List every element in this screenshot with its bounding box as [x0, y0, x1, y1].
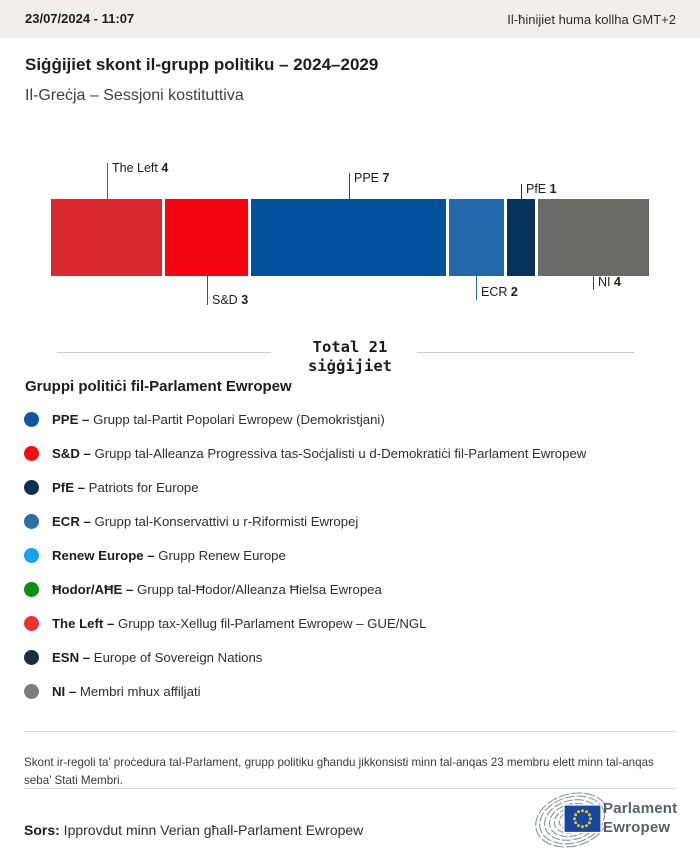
callout-tick-pfe — [521, 184, 522, 199]
legend-item-ppe: PPE – Grupp tal-Partit Popolari Ewropew … — [24, 402, 684, 436]
legend-item-esn: ESN – Europe of Sovereign Nations — [24, 640, 684, 674]
legend-dot-renew-europe — [24, 547, 39, 563]
callout-tick-ppe — [349, 173, 350, 199]
legend-dot-esn — [24, 649, 39, 665]
footnote: Skont ir-regoli ta’ proċedura tal-Parlam… — [24, 755, 654, 787]
legend-item-label: Renew Europe – Grupp Renew Europe — [52, 547, 286, 563]
legend-item-pfe: PfE – Patriots for Europe — [24, 470, 684, 504]
legend-item-label: NI – Membri mhux affiljati — [52, 683, 201, 699]
eu-flag-icon — [563, 804, 602, 834]
legend-item-renew-europe: Renew Europe – Grupp Renew Europe — [24, 538, 684, 572]
legend-item-label: S&D – Grupp tal-Alleanza Progressiva tas… — [52, 445, 587, 461]
footnote-divider-bottom — [24, 788, 676, 789]
callout-label-ni: NI 4 — [598, 275, 621, 289]
european-parliament-hemicycle-icon — [535, 792, 606, 848]
callout-tick-ni — [593, 276, 594, 290]
callout-label-s-d: S&D 3 — [212, 293, 249, 307]
legend-dot-ni — [24, 683, 39, 699]
bar-segment-s-d — [165, 199, 249, 276]
legend-item-label: ECR – Grupp tal-Konservattivi u r-Riform… — [52, 513, 359, 529]
total-seats-line1: Total 21 — [312, 338, 388, 356]
legend-list: PPE – Grupp tal-Partit Popolari Ewropew … — [24, 402, 684, 708]
legend-item-ecr: ECR – Grupp tal-Konservattivi u r-Riform… — [24, 504, 684, 538]
legend-dot-odor-a-e — [24, 581, 39, 597]
legend-item-ni: NI – Membri mhux affiljati — [24, 674, 684, 708]
legend-item-label: The Left – Grupp tax-Xellug fil-Parlamen… — [52, 615, 427, 631]
header-band: 23/07/2024 - 11:07 Il-ħinijiet huma koll… — [0, 0, 700, 38]
ep-logo-text: Parlament Ewropew — [603, 799, 677, 837]
callout-label-pfe: PfE 1 — [526, 182, 557, 196]
bar-segment-pfe — [507, 199, 535, 276]
total-divider-left — [57, 352, 271, 353]
header-date: 23/07/2024 - 11:07 — [25, 11, 135, 26]
callout-tick-ecr — [476, 276, 477, 300]
legend-dot-ppe — [24, 411, 39, 427]
page-subtitle: Il-Greċja – Sessjoni kostituttiva — [25, 87, 244, 104]
seats-stacked-bar-chart: The Left 4 S&D 3 PPE 7 ECR 2 PfE 1 NI 4 — [0, 0, 700, 330]
total-seats-label: Total 21 siġġijiet — [272, 338, 428, 376]
source-label: Sors: — [24, 822, 60, 838]
callout-tick-the-left — [107, 163, 108, 199]
bar-segment-ni — [538, 199, 649, 276]
source-line: Sors: Ipprovdut minn Verian għall-Parlam… — [24, 822, 363, 838]
legend-item-label: PPE – Grupp tal-Partit Popolari Ewropew … — [52, 411, 385, 427]
legend-dot-s-d — [24, 445, 39, 461]
timezone-note: Il-ħinijiet huma kollha GMT+2 — [507, 12, 676, 27]
legend-heading: Gruppi politiċi fil-Parlament Ewropew — [25, 378, 292, 395]
legend-dot-the-left — [24, 615, 39, 631]
bar-segment-ecr — [448, 199, 505, 276]
ep-logo-text-line2: Ewropew — [603, 819, 671, 836]
legend-item-odor-a-e: Ħodor/AĦE – Grupp tal-Ħodor/Alleanza Ħie… — [24, 572, 684, 606]
page-title: Siġġijiet skont il-grupp politiku – 2024… — [25, 55, 379, 74]
legend-item-label: PfE – Patriots for Europe — [52, 479, 199, 495]
bar-segment-ppe — [251, 199, 446, 276]
legend-item-s-d: S&D – Grupp tal-Alleanza Progressiva tas… — [24, 436, 684, 470]
legend-dot-pfe — [24, 479, 39, 495]
bar-segment-the-left — [51, 199, 162, 276]
legend-item-label: Ħodor/AĦE – Grupp tal-Ħodor/Alleanza Ħie… — [52, 581, 382, 597]
legend-item-label: ESN – Europe of Sovereign Nations — [52, 649, 263, 665]
total-divider-right — [417, 352, 634, 353]
callout-tick-s-d — [207, 276, 208, 305]
callout-label-the-left: The Left 4 — [112, 161, 169, 175]
legend-item-the-left: The Left – Grupp tax-Xellug fil-Parlamen… — [24, 606, 684, 640]
source-text: Ipprovdut minn Verian għall-Parlament Ew… — [59, 822, 364, 838]
footnote-divider-top — [24, 731, 676, 732]
legend-dot-ecr — [24, 513, 39, 529]
callout-label-ppe: PPE 7 — [354, 171, 390, 185]
eu-flag-stars — [573, 809, 592, 829]
ep-logo-text-line1: Parlament — [603, 800, 678, 817]
total-seats-line2: siġġijiet — [308, 357, 392, 375]
callout-label-ecr: ECR 2 — [481, 285, 518, 299]
